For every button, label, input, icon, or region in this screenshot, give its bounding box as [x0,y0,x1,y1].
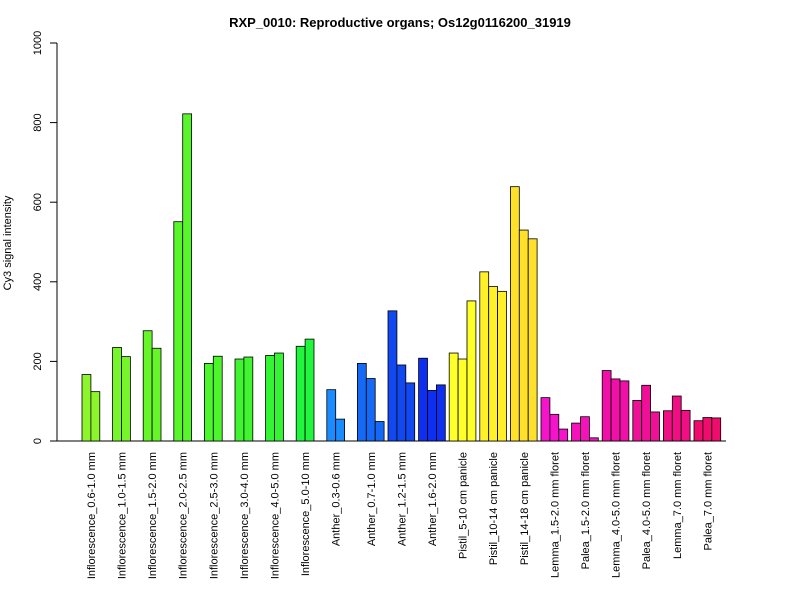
bar [335,418,346,442]
x-tick-label: Inflorescence_1.5-2.0 mm [147,452,159,579]
bar [396,364,407,442]
bar [466,300,477,442]
bar [203,362,214,442]
bar [90,391,101,442]
x-tick-labels: Inflorescence_0.6-1.0 mm Inflorescence_1.… [86,452,714,579]
bar [589,437,599,442]
bar [326,389,337,442]
bar [374,421,385,442]
bar [693,420,704,442]
bar [418,357,428,442]
bar [142,330,153,442]
x-tick-label: Anther_1.6-2.0 mm [427,452,439,546]
bar [457,358,468,442]
y-tick-label: 1000 [32,31,44,55]
x-tick-label: Anther_0.3-0.6 mm [331,452,343,546]
bar [518,229,529,442]
bar [540,397,551,442]
bar [405,382,416,442]
x-tick-label: Inflorescence_2.0-2.5 mm [178,452,190,579]
bar [151,347,162,442]
bar [243,356,254,442]
bar [680,409,691,442]
x-tick-label: Inflorescence_5.0-10 mm [300,452,312,576]
bar [387,310,398,442]
x-tick-label: Palea_4.0-5.0 mm floret [641,452,653,569]
bar [488,286,499,442]
bars [81,113,722,442]
x-tick-label: Inflorescence_4.0-5.0 mm [270,452,282,579]
bar [580,416,590,442]
bar [427,390,437,442]
x-tick-label: Palea_1.5-2.0 mm floret [580,452,592,569]
bar [212,355,223,442]
y-axis-label: Cy3 signal intensity [2,195,14,290]
bar [448,352,459,442]
x-tick-label: Pistil_5-10 cm panicle [458,452,470,559]
x-tick-label: Pistil_14-18 cm panicle [519,452,531,565]
bar [702,417,713,442]
y-tick-label: 200 [32,352,44,370]
x-tick-label: Pistil_10-14 cm panicle [488,452,500,565]
bar [601,370,612,442]
bar [549,413,560,442]
x-tick-label: Inflorescence_1.0-1.5 mm [117,452,129,579]
bar [558,428,569,442]
y-tick-label: 400 [32,273,44,291]
bar [641,384,652,442]
x-tick-label: Palea_7.0 mm floret [702,452,714,550]
bar [711,417,722,442]
bar [527,238,538,442]
bar [265,355,275,442]
bar [671,395,682,442]
y-tick-label: 0 [32,438,44,444]
bar [274,352,284,442]
y-tick-label: 800 [32,113,44,131]
chart-title: RXP_0010: Reproductive organs; Os12g0116… [229,15,571,30]
x-tick-label: Anther_1.2-1.5 mm [396,452,408,546]
x-tick-label: Lemma_7.0 mm floret [672,452,684,559]
bar [295,345,306,442]
x-tick-label: Inflorescence_2.5-3.0 mm [208,452,220,579]
x-tick-label: Anther_0.7-1.0 mm [366,452,378,546]
bar [112,347,122,442]
bar [304,338,315,442]
bar [121,356,131,442]
bar [182,113,192,442]
x-tick-label: Inflorescence_0.6-1.0 mm [86,452,98,579]
bar [650,411,660,442]
bar [509,186,520,442]
bar [234,358,245,442]
bar [365,378,376,442]
bar [435,384,446,442]
bar [81,374,92,442]
bar [619,380,630,442]
bar [632,399,643,442]
bar [610,378,621,442]
bar [663,410,673,442]
bar [173,221,184,442]
x-tick-label: Inflorescence_3.0-4.0 mm [239,452,251,579]
bar [479,271,490,442]
bar [571,422,581,442]
bar [497,290,507,442]
y-axis: 0 200 400 600 800 1000 [32,31,58,444]
bar [356,362,367,442]
x-tick-label: Lemma_1.5-2.0 mm floret [549,452,561,578]
y-tick-label: 600 [32,193,44,211]
x-tick-label: Lemma_4.0-5.0 mm floret [611,452,623,578]
